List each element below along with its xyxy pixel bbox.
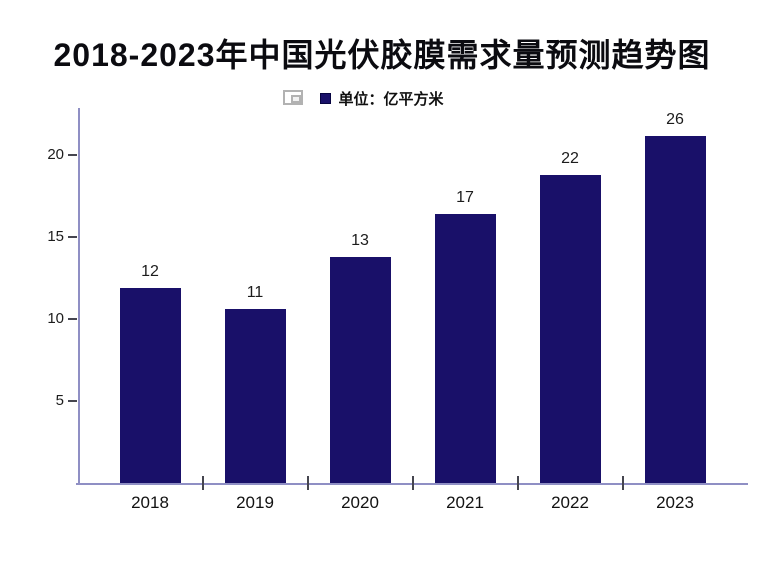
bar-2019 <box>224 309 286 483</box>
bar-2020 <box>329 257 391 483</box>
legend-item: 单位：亿平方米 <box>0 87 764 109</box>
y-axis-tick-label: 20 <box>47 146 64 164</box>
bar-2023 <box>644 136 706 483</box>
window-restore-icon[interactable] <box>283 90 303 105</box>
bar-2022 <box>539 175 601 483</box>
legend-marker-swatch <box>320 92 332 104</box>
x-axis-label: 2018 <box>131 493 169 512</box>
bar-value-label: 22 <box>561 150 579 167</box>
chart-title: 2018-2023年中国光伏胶膜需求量预测趋势图 <box>53 37 711 73</box>
window-restore-icon-inner <box>291 95 301 103</box>
x-axis-label: 2020 <box>341 493 379 512</box>
x-axis-tick <box>201 476 204 490</box>
y-axis-tick <box>68 400 77 403</box>
x-axis-tick <box>621 476 624 490</box>
legend: 单位：亿平方米 <box>0 87 764 109</box>
y-axis-tick-label: 15 <box>47 228 64 246</box>
y-axis-tick <box>68 318 77 321</box>
bar-value-label: 17 <box>456 189 474 206</box>
x-axis-tick <box>306 476 309 490</box>
bar-value-label: 12 <box>141 263 159 280</box>
y-axis-tick-label: 10 <box>47 310 64 328</box>
x-axis-tick <box>516 476 519 490</box>
x-axis-label: 2023 <box>656 493 694 512</box>
x-axis-label: 2019 <box>236 493 274 512</box>
y-axis-tick-label: 5 <box>55 392 64 410</box>
x-axis-tick <box>411 476 414 490</box>
y-axis-line <box>78 108 80 485</box>
x-axis-label: 2021 <box>446 493 484 512</box>
bar-value-label: 26 <box>666 111 684 128</box>
bar-value-label: 13 <box>351 232 369 249</box>
x-axis-label: 2022 <box>551 493 589 512</box>
bar-value-label: 11 <box>246 284 264 301</box>
bar-2018 <box>119 288 181 483</box>
y-axis-tick <box>68 154 77 157</box>
bar-2021 <box>434 214 496 483</box>
y-axis-tick <box>68 236 77 239</box>
legend-unit-label: 单位：亿平方米 <box>338 90 444 108</box>
